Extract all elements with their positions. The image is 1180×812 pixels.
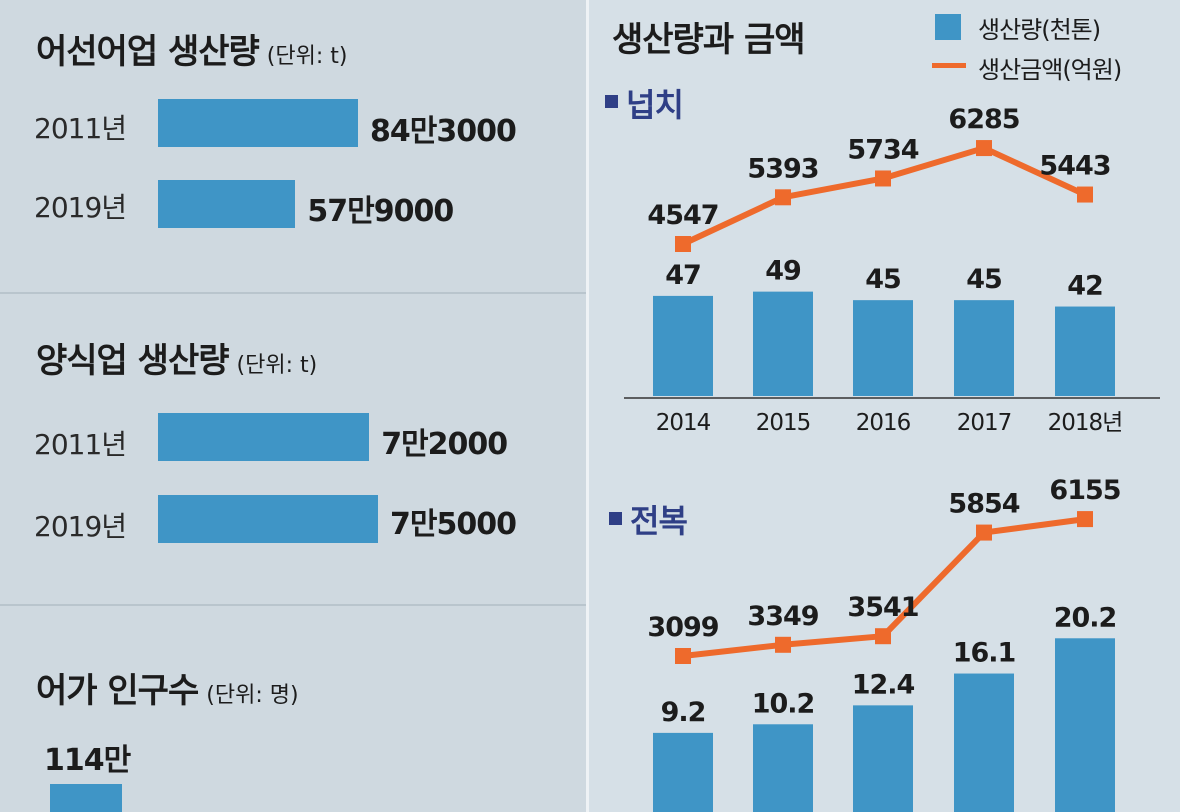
fishing-year-2011: 2011년	[34, 112, 127, 145]
chart0-bar-label-4: 42	[1067, 271, 1103, 302]
chart1-bar-label-2: 12.4	[852, 669, 915, 700]
chart0-bar-1	[753, 291, 813, 396]
chart1-bar-label-0: 9.2	[661, 697, 706, 728]
fishing-bar-2011	[158, 99, 358, 147]
chart1-bar-label-3: 16.1	[953, 638, 1016, 669]
aquaculture-title-text: 양식업 생산량	[36, 341, 230, 381]
chart1-bar-label-1: 10.2	[752, 688, 815, 719]
chart0-line-point-0	[675, 236, 691, 252]
population-value: 114만	[44, 743, 131, 778]
chart1-line-label-0: 3099	[647, 612, 718, 643]
chart1-bar-label-4: 20.2	[1054, 602, 1117, 633]
aquaculture-value-2019: 7만5000	[390, 507, 517, 542]
chart0-line-label-1: 5393	[747, 153, 818, 184]
chart0-line-label-2: 5734	[847, 134, 918, 165]
chart0-bar-label-0: 47	[665, 260, 701, 291]
chart1-bar-0	[653, 732, 713, 812]
chart0-line-point-2	[875, 170, 891, 187]
chart0-tick-0: 2014	[656, 410, 711, 436]
fishing-title-text: 어선어업 생산량	[36, 32, 260, 72]
right-title: 생산량과 금액	[612, 20, 806, 60]
abalone-title: 전복	[630, 502, 688, 540]
fishing-value-2019: 57만9000	[307, 194, 454, 229]
chart0-bar-label-1: 49	[765, 256, 801, 287]
fishing-year-2019: 2019년	[34, 191, 127, 224]
chart1-line-label-2: 3541	[847, 592, 918, 623]
aquaculture-bar-2019	[158, 495, 378, 543]
legend-bar-swatch	[935, 14, 961, 40]
legend-line-swatch	[932, 63, 966, 68]
chart0-tick-4: 2018년	[1048, 410, 1123, 436]
left-separator-2	[0, 604, 586, 606]
aquaculture-year-2011: 2011년	[34, 428, 127, 461]
chart0-line-point-1	[775, 189, 791, 206]
chart1-bar-4	[1055, 638, 1115, 812]
fishing-bar-2019	[158, 180, 296, 228]
chart1-line-point-1	[775, 636, 791, 653]
chart0-bar-label-3: 45	[966, 264, 1002, 295]
chart0-line-point-4	[1077, 186, 1093, 203]
population-title: 어가 인구수 (단위: 명)	[36, 663, 299, 712]
population-title-text: 어가 인구수	[36, 671, 199, 711]
chart0-tick-3: 2017	[957, 410, 1012, 436]
abalone-marker-icon	[609, 512, 622, 525]
population-unit: (단위: 명)	[206, 683, 299, 708]
aquaculture-bar-2011	[158, 413, 370, 461]
aquaculture-year-2019: 2019년	[34, 510, 127, 543]
chart1-line-point-4	[1077, 511, 1093, 528]
chart0-bar-3	[954, 300, 1014, 396]
chart0-bar-0	[653, 295, 713, 396]
flatfish-marker-icon	[605, 95, 618, 108]
chart0-bar-label-2: 45	[865, 264, 901, 295]
chart1-bar-3	[954, 673, 1014, 812]
chart0-line-label-0: 4547	[647, 200, 718, 231]
aquaculture-value-2011: 7만2000	[381, 427, 508, 462]
chart0-line-label-4: 5443	[1039, 151, 1110, 182]
chart1-line-label-1: 3349	[747, 601, 818, 632]
chart0-tick-1: 2015	[756, 410, 811, 436]
chart1-line-point-3	[976, 524, 992, 541]
chart0-line-point-3	[976, 140, 992, 157]
chart0-bar-2	[853, 300, 913, 396]
legend-bar-label: 생산량(천톤)	[978, 16, 1101, 44]
flatfish-title: 넙치	[626, 86, 684, 124]
chart0-bar-4	[1055, 306, 1115, 396]
chart0-line-label-3: 6285	[948, 104, 1019, 135]
chart1-bar-1	[753, 724, 813, 812]
aquaculture-title: 양식업 생산량 (단위: t)	[36, 333, 317, 382]
legend-line-label: 생산금액(억원)	[978, 56, 1122, 84]
left-separator-1	[0, 292, 586, 294]
aquaculture-unit: (단위: t)	[236, 353, 318, 378]
chart1-bar-2	[853, 705, 913, 812]
fishing-unit: (단위: t)	[266, 44, 348, 69]
population-bar	[50, 784, 122, 812]
chart1-line-point-2	[875, 628, 891, 645]
panel-divider	[586, 0, 589, 812]
fishing-title: 어선어업 생산량 (단위: t)	[36, 24, 347, 73]
chart1-line-point-0	[675, 648, 691, 664]
fishing-value-2011: 84만3000	[370, 114, 517, 149]
chart1-line-label-4: 6155	[1049, 475, 1120, 506]
chart1-line-label-3: 5854	[948, 489, 1019, 520]
chart0-tick-2: 2016	[856, 410, 911, 436]
